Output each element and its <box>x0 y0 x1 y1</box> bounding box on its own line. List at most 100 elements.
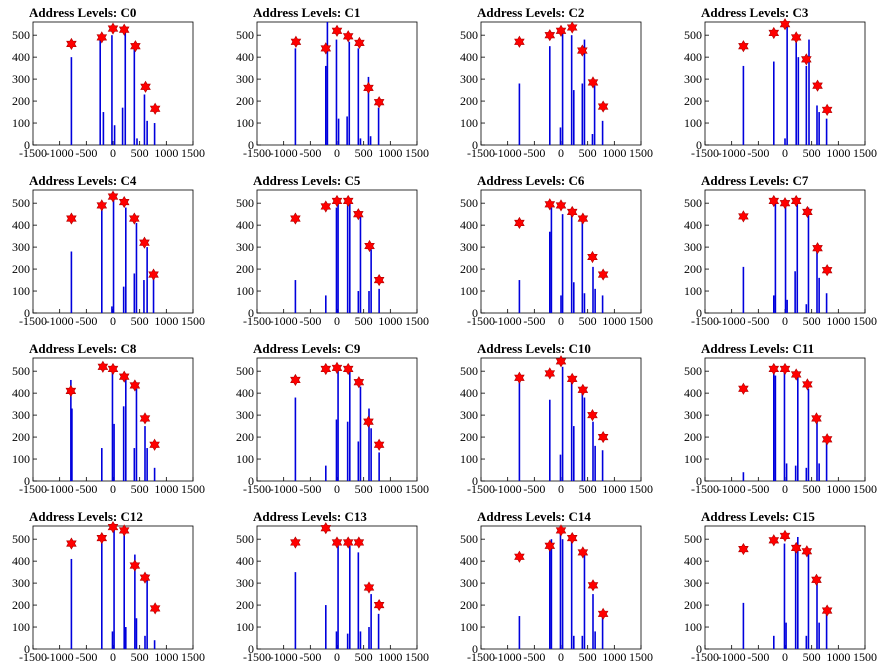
x-tick-label: -1500 <box>243 314 271 328</box>
x-tick-label: -500 <box>523 314 545 328</box>
y-tick-label: 400 <box>460 554 478 568</box>
peak-marker <box>811 573 822 586</box>
x-tick-label: -500 <box>523 650 545 664</box>
peak-marker <box>779 197 791 210</box>
x-tick-label: -1500 <box>243 482 271 496</box>
x-tick-label: 1500 <box>853 314 877 328</box>
peak-marker <box>66 37 77 51</box>
x-tick-label: -1000 <box>46 482 74 496</box>
x-tick-label: 500 <box>803 314 821 328</box>
x-tick-label: -1000 <box>718 146 746 160</box>
x-tick-label: 500 <box>131 146 149 160</box>
peak-marker <box>353 376 365 389</box>
x-tick-label: -500 <box>747 650 769 664</box>
y-tick-label: 500 <box>460 28 478 42</box>
peak-marker <box>353 536 365 549</box>
peak-marker <box>790 31 802 44</box>
peak-marker <box>514 550 525 563</box>
y-tick-label: 500 <box>460 364 478 378</box>
chart-title: Address Levels: C8 <box>29 341 137 356</box>
x-tick-label: 500 <box>131 650 149 664</box>
x-tick-label: 0 <box>782 482 788 496</box>
y-tick-label: 0 <box>24 138 30 152</box>
x-tick-label: -1500 <box>467 482 495 496</box>
x-tick-label: -1500 <box>19 482 47 496</box>
y-tick-label: 200 <box>236 94 254 108</box>
x-tick-label: 1500 <box>405 650 429 664</box>
peak-marker <box>342 362 354 376</box>
chart-title: Address Levels: C11 <box>701 341 814 356</box>
x-tick-label: 1500 <box>181 482 205 496</box>
x-tick-label: 1500 <box>853 146 877 160</box>
chart-panel: Address Levels: C11 0 100 200 300 400 500 -1500… <box>684 341 877 496</box>
y-tick-label: 0 <box>472 306 478 320</box>
peak-marker <box>577 546 589 559</box>
chart-panel: Address Levels: C13 0 100 200 300 400 500 -1500… <box>236 509 429 664</box>
x-tick-label: 0 <box>782 314 788 328</box>
peak-marker <box>768 26 780 40</box>
y-tick-label: 200 <box>12 430 30 444</box>
peak-marker <box>290 373 301 387</box>
x-tick-label: -1000 <box>46 650 74 664</box>
x-tick-label: 1000 <box>378 482 402 496</box>
peak-marker <box>801 545 813 558</box>
y-tick-label: 400 <box>12 554 30 568</box>
x-tick-label: -500 <box>75 314 97 328</box>
x-tick-label: 1000 <box>602 650 626 664</box>
y-tick-label: 500 <box>684 532 702 546</box>
y-tick-label: 400 <box>12 218 30 232</box>
y-tick-label: 100 <box>460 284 478 298</box>
peak-marker <box>331 194 343 208</box>
x-tick-label: 0 <box>110 482 116 496</box>
y-tick-label: 0 <box>472 642 478 656</box>
y-tick-label: 100 <box>236 452 254 466</box>
x-tick-label: -1000 <box>718 482 746 496</box>
x-tick-label: -1500 <box>19 314 47 328</box>
y-tick-label: 400 <box>460 50 478 64</box>
x-tick-label: 0 <box>782 146 788 160</box>
peak-marker <box>373 438 385 451</box>
y-tick-label: 100 <box>12 452 30 466</box>
x-tick-label: 1000 <box>154 650 178 664</box>
y-tick-label: 300 <box>12 408 30 422</box>
peak-marker <box>555 24 567 37</box>
peak-marker <box>779 529 791 542</box>
peak-marker <box>364 239 375 253</box>
peak-marker <box>149 438 160 451</box>
peak-marker <box>96 199 108 212</box>
chart-title: Address Levels: C12 <box>29 509 143 524</box>
peak-marker <box>802 205 813 219</box>
chart-panel: Address Levels: C70100200300400500-1500-… <box>684 173 877 328</box>
y-tick-label: 0 <box>248 138 254 152</box>
plot-frame <box>704 21 866 146</box>
peak-marker <box>555 524 567 537</box>
x-tick-label: -1500 <box>243 650 271 664</box>
y-tick-label: 100 <box>460 452 478 466</box>
peak-marker <box>118 524 130 537</box>
peak-marker <box>738 40 749 53</box>
peak-marker <box>812 79 823 92</box>
y-tick-label: 200 <box>460 598 478 612</box>
peak-marker <box>320 362 332 376</box>
y-tick-label: 100 <box>684 116 702 130</box>
peak-marker <box>577 383 589 396</box>
y-tick-label: 500 <box>460 196 478 210</box>
peak-marker <box>118 370 130 383</box>
peak-marker <box>597 268 609 281</box>
y-tick-label: 500 <box>236 196 254 210</box>
x-tick-label: 500 <box>803 650 821 664</box>
peak-marker <box>118 23 130 36</box>
y-tick-label: 300 <box>460 240 478 254</box>
x-tick-label: -1000 <box>46 314 74 328</box>
y-tick-label: 100 <box>236 116 254 130</box>
x-tick-label: 1000 <box>602 146 626 160</box>
y-tick-label: 300 <box>460 408 478 422</box>
peak-marker <box>149 102 161 115</box>
peak-marker <box>821 103 833 116</box>
peak-marker <box>96 531 108 545</box>
peak-marker <box>587 250 598 264</box>
x-tick-label: 0 <box>558 314 564 328</box>
y-tick-label: 200 <box>236 262 254 276</box>
peak-marker <box>544 367 556 380</box>
x-tick-label: 0 <box>334 314 340 328</box>
